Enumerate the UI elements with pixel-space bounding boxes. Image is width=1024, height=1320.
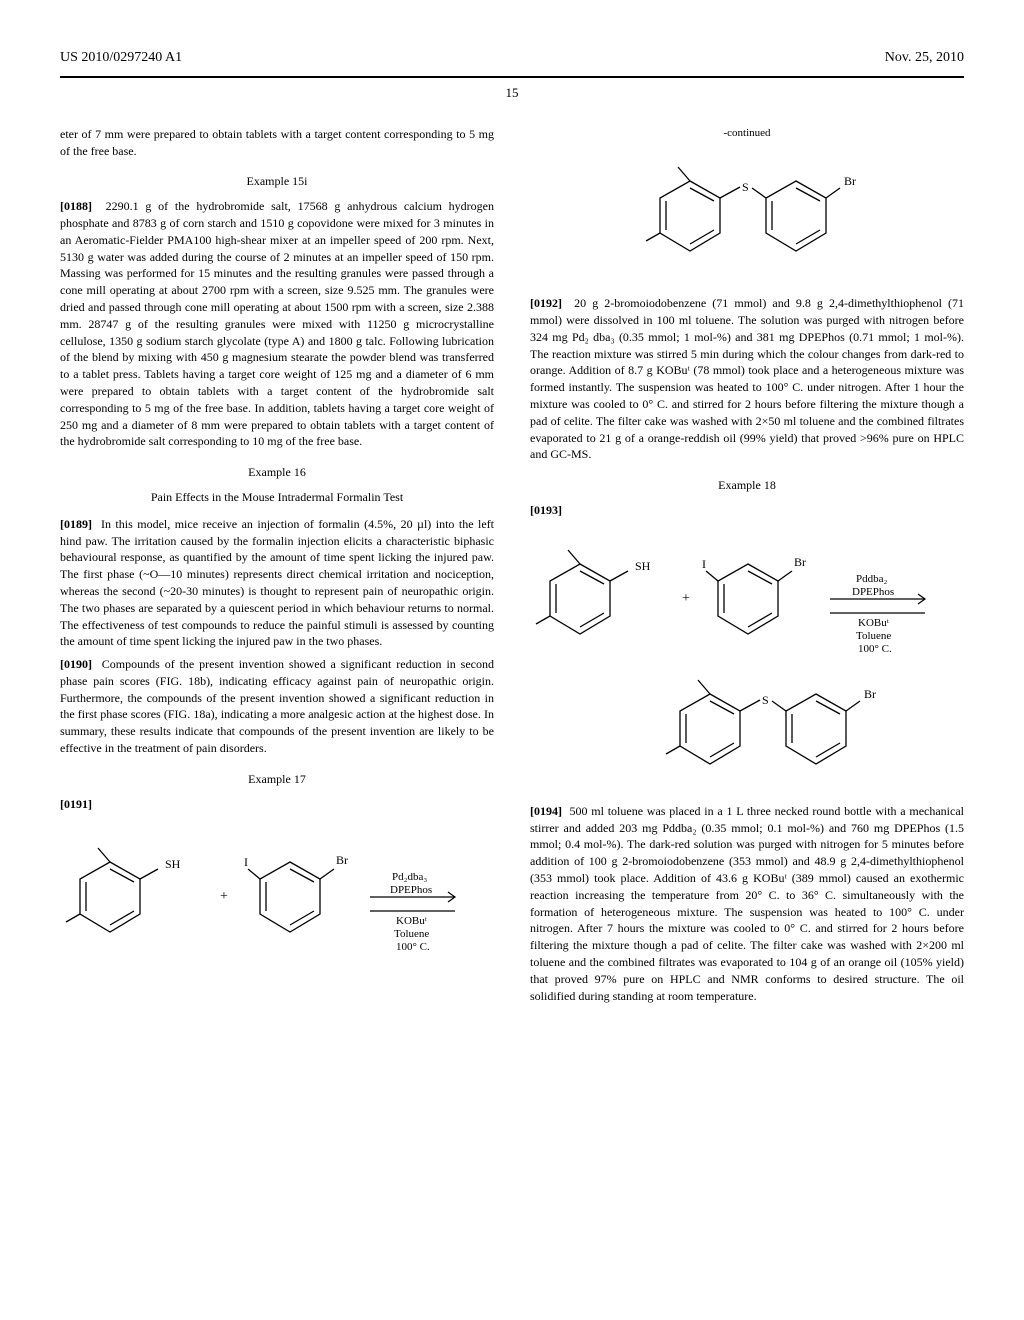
para-0189-num: [0189] <box>60 517 92 531</box>
para-0193: [0193] <box>530 502 964 519</box>
example-16-title: Example 16 <box>60 464 494 481</box>
header-right: Nov. 25, 2010 <box>885 48 964 68</box>
scheme-18-svg: SH + I Br Pddba <box>530 529 950 789</box>
example-18-title: Example 18 <box>530 477 964 494</box>
r17-2: KOBuᵗ <box>396 915 427 927</box>
right-column: -continued S <box>530 126 964 1011</box>
br-label-p17: Br <box>844 174 856 188</box>
para-0194-text: 500 ml toluene was placed in a 1 L three… <box>530 804 964 1003</box>
left-column: eter of 7 mm were prepared to obtain tab… <box>60 126 494 1011</box>
header-left: US 2010/0297240 A1 <box>60 48 182 68</box>
s-label-p17: S <box>742 180 749 194</box>
r18-2: KOBuᵗ <box>858 617 889 629</box>
page-header: US 2010/0297240 A1 Nov. 25, 2010 <box>60 48 964 68</box>
para-0193-num: [0193] <box>530 503 562 517</box>
sh-label-18: SH <box>635 559 651 573</box>
r17-4: 100° C. <box>396 941 430 953</box>
para-0192-num: [0192] <box>530 296 562 310</box>
r17-1: DPEPhos <box>390 884 432 896</box>
scheme-17-product-svg: S Br <box>530 151 950 281</box>
s-label-p18: S <box>762 693 769 707</box>
example-17-title: Example 17 <box>60 771 494 788</box>
para-0188-num: [0188] <box>60 199 92 213</box>
example-16-subtitle: Pain Effects in the Mouse Intradermal Fo… <box>60 489 494 506</box>
page-number: 15 <box>60 84 964 102</box>
para-0189-text: In this model, mice receive an injection… <box>60 517 494 649</box>
para-0190-text: Compounds of the present invention showe… <box>60 657 494 755</box>
para-0192-text: 20 g 2-bromoiodobenzene (71 mmol) and 9.… <box>530 296 964 461</box>
intro-tail: eter of 7 mm were prepared to obtain tab… <box>60 126 494 160</box>
para-0194-num: [0194] <box>530 804 562 818</box>
continued-label: -continued <box>530 126 964 141</box>
br-label-p18: Br <box>864 687 876 701</box>
para-0188-text: 2290.1 g of the hydrobromide salt, 17568… <box>60 199 494 448</box>
sh-label-17: SH <box>165 857 181 871</box>
i-label-17: I <box>244 855 248 869</box>
br-label-17: Br <box>336 853 348 867</box>
r18-3: Toluene <box>856 630 891 642</box>
r18-1: DPEPhos <box>852 586 894 598</box>
scheme-17-svg: SH + I Br <box>60 822 480 962</box>
scheme-17: SH + I Br <box>60 822 494 962</box>
para-0189: [0189] In this model, mice receive an in… <box>60 516 494 650</box>
plus-18: + <box>682 591 690 606</box>
scheme-17-product: S Br <box>530 151 964 281</box>
r17-0: Pd₂dba₃ <box>392 871 427 883</box>
r18-0: Pddba₂ <box>856 573 888 585</box>
scheme-18: SH + I Br Pddba <box>530 529 964 789</box>
i-label-18: I <box>702 557 706 571</box>
para-0191-num: [0191] <box>60 797 92 811</box>
plus-17: + <box>220 889 228 904</box>
r18-4: 100° C. <box>858 643 892 655</box>
two-column-layout: eter of 7 mm were prepared to obtain tab… <box>60 126 964 1011</box>
r17-3: Toluene <box>394 928 429 940</box>
example-15i-title: Example 15i <box>60 173 494 190</box>
para-0190-num: [0190] <box>60 657 92 671</box>
br-label-18: Br <box>794 555 806 569</box>
para-0190: [0190] Compounds of the present inventio… <box>60 656 494 757</box>
para-0188: [0188] 2290.1 g of the hydrobromide salt… <box>60 198 494 450</box>
header-rule <box>60 76 964 78</box>
para-0194: [0194] 500 ml toluene was placed in a 1 … <box>530 803 964 1005</box>
para-0192: [0192] 20 g 2-bromoiodobenzene (71 mmol)… <box>530 295 964 463</box>
para-0191: [0191] <box>60 796 494 813</box>
